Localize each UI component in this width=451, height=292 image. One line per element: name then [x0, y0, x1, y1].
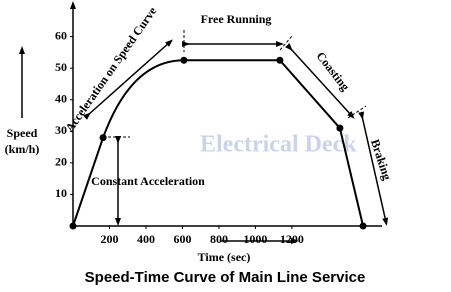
x-tick-label: 800	[210, 232, 228, 246]
point	[359, 222, 367, 230]
y-tick-label: 20	[55, 155, 67, 169]
y-axis-label: (km/h)	[5, 142, 40, 156]
divider	[347, 105, 367, 119]
annotation: Coasting	[314, 49, 353, 93]
y-tick-label: 30	[55, 123, 67, 137]
y-tick-label: 40	[55, 91, 67, 105]
annotation-arrow	[285, 43, 355, 119]
x-tick-label: 200	[100, 232, 118, 246]
x-tick-label: 600	[173, 232, 191, 246]
x-tick-label: 400	[137, 232, 155, 246]
x-tick-label: 1000	[243, 232, 267, 246]
annotation: Free Running	[201, 12, 272, 26]
point	[276, 56, 284, 64]
divider	[279, 35, 293, 51]
chart-title: Speed-Time Curve of Main Line Service	[85, 269, 366, 286]
x-axis-label: Time (sec)	[198, 250, 251, 264]
point	[99, 134, 107, 142]
y-tick-label: 60	[55, 28, 67, 42]
x-tick-label: 1200	[280, 232, 304, 246]
watermark: Electrical Deck	[200, 132, 357, 158]
point	[69, 222, 77, 230]
y-axis-label: Speed	[7, 126, 38, 140]
y-tick-label: 10	[55, 186, 67, 200]
y-tick-label: 50	[55, 60, 67, 74]
annotation-arrow	[358, 111, 389, 226]
point	[180, 56, 188, 64]
point	[336, 124, 344, 132]
annotation: Constant Acceleration	[91, 174, 205, 188]
annotation: Acceleration on Speed Curve	[63, 4, 160, 135]
annotation-arrow	[83, 39, 173, 120]
